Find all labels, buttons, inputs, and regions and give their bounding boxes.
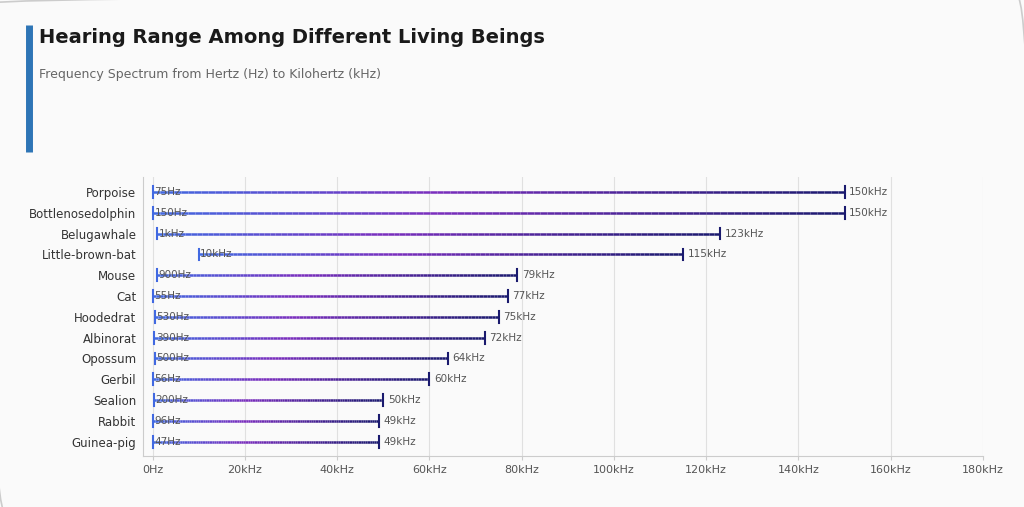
Text: 150kHz: 150kHz	[849, 208, 889, 218]
Text: 50kHz: 50kHz	[388, 395, 421, 405]
Text: 75Hz: 75Hz	[155, 187, 181, 197]
Text: 60kHz: 60kHz	[434, 374, 467, 384]
Text: 115kHz: 115kHz	[688, 249, 727, 260]
Text: 55Hz: 55Hz	[155, 291, 180, 301]
Text: 390Hz: 390Hz	[156, 333, 188, 343]
Text: 200Hz: 200Hz	[155, 395, 187, 405]
Text: 500Hz: 500Hz	[157, 353, 189, 364]
Text: 56Hz: 56Hz	[155, 374, 180, 384]
Text: 123kHz: 123kHz	[725, 229, 764, 239]
Text: 79kHz: 79kHz	[521, 270, 554, 280]
Text: 49kHz: 49kHz	[383, 416, 416, 426]
Text: 75kHz: 75kHz	[503, 312, 536, 322]
Text: 72kHz: 72kHz	[489, 333, 522, 343]
Text: 1kHz: 1kHz	[159, 229, 184, 239]
Text: 900Hz: 900Hz	[158, 270, 191, 280]
Text: Frequency Spectrum from Hertz (Hz) to Kilohertz (kHz): Frequency Spectrum from Hertz (Hz) to Ki…	[39, 68, 381, 82]
Text: 150Hz: 150Hz	[155, 208, 187, 218]
Text: 47Hz: 47Hz	[155, 437, 180, 447]
Text: 150kHz: 150kHz	[849, 187, 889, 197]
Text: 530Hz: 530Hz	[157, 312, 189, 322]
Text: Hearing Range Among Different Living Beings: Hearing Range Among Different Living Bei…	[39, 28, 545, 47]
Text: 10kHz: 10kHz	[200, 249, 232, 260]
Text: 96Hz: 96Hz	[155, 416, 181, 426]
Text: 64kHz: 64kHz	[453, 353, 485, 364]
Text: 49kHz: 49kHz	[383, 437, 416, 447]
Text: 77kHz: 77kHz	[512, 291, 545, 301]
